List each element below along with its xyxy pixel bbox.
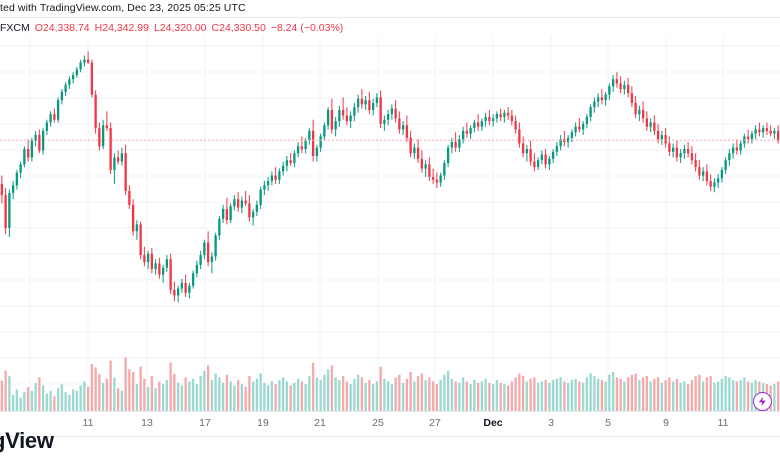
time-axis[interactable]: 11 13 17 19 21 25 27 Dec 3 5 9 11 (0, 411, 780, 437)
axis-tick-label: 5 (605, 417, 611, 429)
attribution-text: ted with TradingView.com, Dec 23, 2025 0… (0, 2, 246, 14)
tradingview-watermark: gView (0, 428, 54, 453)
low-label: L (153, 22, 160, 34)
high-value: 24,342.99 (102, 22, 149, 34)
ohlc-legend: FXCM O24,338.74 H24,342.99 L24,320.00 C24,33… (0, 21, 343, 35)
realtime-status-badge[interactable] (753, 392, 772, 411)
change-value: −8.24 (270, 22, 298, 34)
price-volume-plot[interactable] (0, 36, 780, 411)
candlesticks (0, 51, 780, 303)
open-label: O (34, 22, 43, 34)
symbol-label[interactable]: FXCM (0, 22, 30, 34)
axis-tick-label: 21 (314, 417, 326, 429)
axis-tick-label: Dec (483, 417, 503, 429)
axis-tick-label: 13 (141, 417, 153, 429)
axis-tick-label: 19 (257, 417, 269, 429)
low-value: 24,320.00 (159, 22, 207, 34)
axis-bottom-divider (0, 436, 780, 437)
change-percent: (−0.03%) (300, 22, 344, 34)
axis-tick-label: 11 (82, 417, 94, 429)
grid-lines (0, 36, 780, 411)
header-divider (0, 17, 780, 18)
lightning-bolt-icon (758, 396, 766, 407)
high-label: H (94, 22, 103, 34)
axis-tick-label: 27 (429, 417, 441, 429)
open-value: 24,338.74 (42, 22, 90, 34)
axis-tick-label: 3 (548, 417, 554, 429)
axis-tick-label: 25 (372, 417, 384, 429)
axis-tick-label: 11 (717, 417, 729, 429)
axis-top-divider (0, 411, 780, 412)
close-label: C (211, 22, 220, 34)
axis-tick-label: 17 (199, 417, 211, 429)
close-value: 24,330.50 (219, 22, 266, 34)
axis-tick-label: 9 (663, 417, 669, 429)
